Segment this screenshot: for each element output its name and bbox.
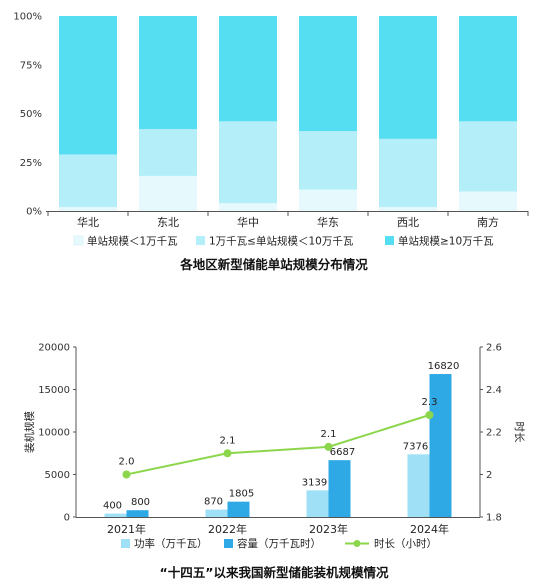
legend-swatch [224, 539, 233, 548]
bar-segment-1 [299, 189, 357, 211]
x-category-label: 华中 [237, 215, 259, 229]
bar-segment-3 [139, 16, 197, 130]
bar-segment-3 [299, 16, 357, 132]
bar-segment-1 [459, 191, 517, 211]
y-left-tick-label: 15000 [38, 385, 70, 396]
chart-title: 各地区新型储能单站规模分布情况 [179, 257, 368, 272]
data-label: 870 [204, 497, 223, 508]
bar-power [407, 454, 430, 517]
bar-segment-2 [219, 121, 277, 204]
y-right-tick-label: 2.6 [486, 343, 502, 354]
data-label: 16820 [428, 361, 460, 372]
data-label: 3139 [302, 477, 327, 488]
y-left-tick-label: 10000 [38, 428, 70, 439]
y-tick-label: 50% [20, 109, 42, 120]
bar-segment-2 [59, 154, 117, 208]
y-right-tick-label: 2.2 [486, 428, 502, 439]
y-tick-label: 100% [13, 12, 42, 23]
duration-point [425, 411, 434, 419]
bar-segment-3 [219, 16, 277, 122]
y-right-tick-label: 2.4 [486, 385, 502, 396]
chart-title: “十四五”以来我国新型储能装机规模情况 [160, 565, 389, 580]
bar-segment-1 [219, 203, 277, 211]
legend-label: 功率（万千瓦） [134, 537, 208, 550]
legend-label: 单站规模＜1万千瓦 [87, 235, 178, 248]
y-left-axis-title: 装机规模 [23, 411, 36, 453]
legend-label: 单站规模≥10万千瓦 [398, 235, 494, 248]
duration-label: 2.3 [422, 397, 438, 408]
data-label: 6687 [330, 447, 355, 458]
data-label: 7376 [403, 441, 428, 452]
bar-segment-1 [59, 207, 117, 211]
bar-power [306, 490, 329, 517]
legend-label: 容量（万千瓦时） [237, 537, 321, 550]
y-right-tick-label: 2 [486, 470, 492, 481]
x-category-label: 2021年 [107, 522, 146, 536]
bar-segment-2 [379, 138, 437, 208]
bar-segment-2 [299, 131, 357, 190]
y-left-tick-label: 0 [64, 513, 70, 524]
bar-capacity [328, 460, 351, 517]
bar-segment-3 [459, 16, 517, 122]
data-label: 400 [103, 501, 122, 512]
duration-label: 2.1 [321, 429, 337, 440]
y-tick-label: 25% [20, 158, 42, 169]
x-category-label: 东北 [157, 216, 179, 229]
legend-swatch [73, 235, 84, 246]
y-tick-label: 0% [26, 207, 42, 218]
y-tick-label: 75% [20, 60, 42, 71]
duration-label: 2.0 [119, 457, 135, 468]
legend-swatch [385, 236, 394, 245]
duration-line [126, 414, 430, 476]
bar-capacity [429, 374, 452, 517]
x-category-label: 2022年 [208, 522, 247, 536]
y-left-tick-label: 20000 [38, 343, 70, 354]
bar-segment-3 [59, 16, 117, 155]
bar-segment-2 [139, 129, 197, 176]
duration-point [324, 442, 333, 451]
x-category-label: 华东 [317, 215, 339, 229]
bar-capacity [227, 501, 250, 517]
bar-segment-1 [379, 207, 437, 211]
bar-segment-1 [139, 175, 197, 211]
duration-point [223, 449, 232, 458]
y-left-tick-label: 5000 [45, 470, 70, 481]
bar-segment-2 [459, 121, 517, 192]
x-category-label: 西北 [397, 216, 419, 229]
data-label: 1805 [229, 489, 254, 500]
x-category-label: 华北 [77, 215, 99, 229]
y-right-axis-title: 时长 [513, 422, 525, 443]
legend-label: 1万千瓦≤单站规模＜10万千瓦 [209, 235, 354, 248]
data-label: 800 [131, 497, 150, 508]
bar-power [104, 513, 127, 517]
legend-marker [353, 540, 361, 547]
x-category-label: 2023年 [309, 522, 348, 536]
bar-capacity [126, 510, 149, 517]
bar-power [205, 509, 228, 517]
duration-point [122, 470, 131, 479]
legend-label: 时长（小时） [374, 538, 437, 550]
bar-segment-3 [379, 16, 437, 139]
legend-swatch [121, 539, 130, 548]
x-category-label: 南方 [477, 215, 499, 229]
y-right-tick-label: 1.8 [486, 513, 502, 524]
duration-label: 2.1 [220, 435, 236, 446]
x-category-label: 2024年 [410, 522, 449, 536]
legend-swatch [196, 236, 205, 245]
